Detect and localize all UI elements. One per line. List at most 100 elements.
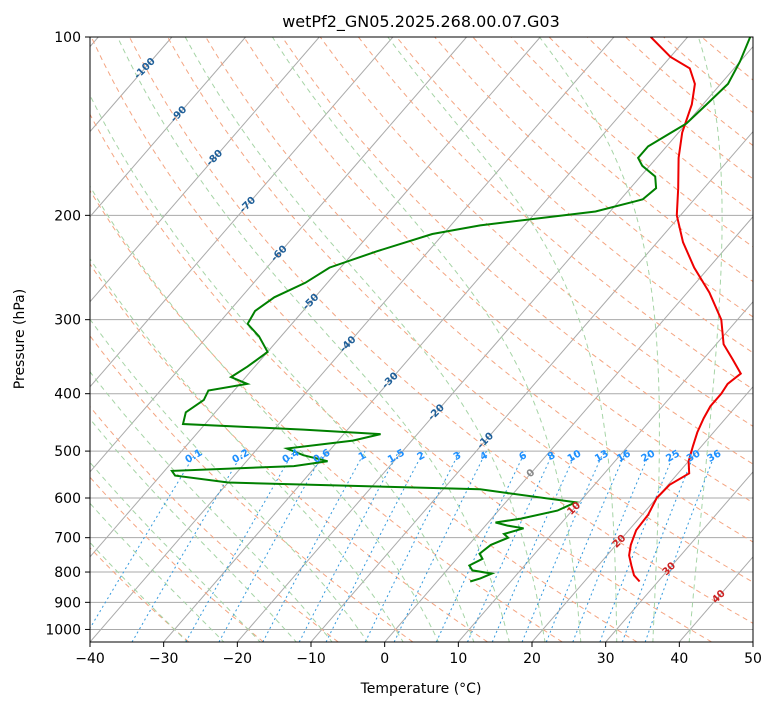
dry-adiabat-50 [128, 37, 753, 624]
moist-adiabat-15 [117, 37, 510, 642]
mixing-ratio-line-4 [262, 450, 366, 642]
mixing-ratio-line-15 [599, 450, 676, 642]
x-tick-label-4: 0 [380, 651, 389, 667]
mixing-ratio-label-4: 1 [357, 450, 369, 463]
dry-adiabat-160 [548, 37, 753, 214]
moist-adiabat--25 [90, 502, 225, 642]
mixing-ratio-line-6 [325, 450, 425, 642]
moist-adiabat-0 [90, 257, 404, 642]
isotherm--40 [90, 37, 615, 642]
moist-adiabat--5 [90, 318, 369, 642]
mixing-ratio-line-10 [467, 450, 555, 642]
x-tick-label-2: −20 [223, 651, 253, 667]
isotherm--90 [90, 37, 246, 218]
isotherm-30 [605, 471, 753, 642]
moist-adiabat--10 [90, 371, 333, 642]
y-tick-label-3: 400 [54, 387, 81, 403]
isotherm-10 [457, 300, 753, 642]
dry-adiabat-200 [701, 37, 753, 81]
x-tick-label-8: 40 [670, 651, 688, 667]
plot-frame [89, 36, 754, 643]
y-tick-label-4: 500 [54, 444, 81, 460]
mixing-ratio-line-3 [218, 450, 325, 642]
moist-adiabat-25 [271, 37, 582, 642]
mixing-ratio-line-5 [298, 450, 400, 642]
isotherm-0 [384, 215, 753, 642]
x-tick-label-9: 50 [744, 651, 762, 667]
y-tick-label-1: 200 [54, 208, 81, 224]
dry-adiabat-0 [90, 335, 414, 642]
mixing-ratio-line-13 [545, 450, 627, 642]
dry-adiabat-10 [90, 263, 488, 642]
plot-area: -100-90-80-70-60-50-40-30-20-10010203040… [90, 37, 753, 642]
isotherm--80 [90, 37, 320, 303]
moist-adiabat-35 [539, 37, 660, 642]
x-tick-label-7: 30 [597, 651, 615, 667]
moist-adiabat--20 [90, 461, 261, 642]
x-tick-label-1: −30 [149, 651, 179, 667]
moist-adiabat-5 [90, 185, 440, 642]
y-tick-label-5: 600 [54, 491, 81, 507]
y-tick-label-0: 100 [54, 30, 81, 46]
y-tick-label-9: 1000 [45, 622, 81, 638]
isotherm--70 [90, 37, 394, 388]
mixing-ratio-label-0: 0.1 [184, 447, 205, 465]
mixing-ratio-line-7 [364, 450, 461, 642]
mixing-ratio-line-16 [621, 450, 696, 642]
x-tick-label-6: 20 [523, 651, 541, 667]
y-tick-label-8: 900 [54, 595, 81, 611]
temperature-profile [628, 37, 743, 583]
dry-adiabat-20 [90, 189, 563, 642]
mixing-ratio-line-12 [521, 450, 605, 642]
isotherm--60 [90, 37, 467, 473]
mixing-ratio-line-0 [90, 450, 198, 630]
mixing-ratio-line-11 [491, 450, 578, 642]
isotherm--50 [90, 37, 541, 558]
x-tick-label-5: 10 [449, 651, 467, 667]
isotherm-20 [531, 386, 753, 642]
mixing-ratio-line-17 [644, 450, 717, 642]
y-tick-label-2: 300 [54, 313, 81, 329]
dry-adiabat-70 [205, 37, 753, 543]
isotherm-label-0: -100 [132, 56, 158, 82]
isotherm--30 [163, 37, 688, 642]
mixing-ratio-line-14 [572, 450, 651, 642]
mixing-ratio-label-9: 6 [517, 450, 529, 463]
dewpoint-profile [170, 37, 752, 583]
y-tick-label-6: 700 [54, 531, 81, 547]
dry-adiabat-150 [510, 37, 753, 248]
moist-adiabat-20 [184, 37, 546, 642]
mixing-ratio-label-6: 2 [415, 450, 427, 463]
dry-adiabat-40 [90, 37, 712, 642]
dry-adiabat-80 [243, 37, 753, 504]
x-axis-label: Temperature (°C) [360, 681, 482, 697]
moist-adiabat-30 [387, 37, 618, 642]
mixing-ratio-line-2 [185, 450, 295, 642]
moist-adiabat-40 [688, 37, 723, 642]
mixing-ratio-label-2: 0.4 [281, 447, 302, 465]
dry-adiabat-140 [472, 37, 753, 283]
isotherm-50 [752, 641, 753, 642]
moist-adiabat-10 [90, 94, 475, 642]
chart-title: wetPf2_GN05.2025.268.00.07.G03 [282, 12, 560, 32]
mixing-ratio-label-7: 3 [452, 450, 464, 463]
moist-adiabat--15 [90, 418, 297, 642]
dry-adiabat--10 [90, 405, 339, 642]
isotherm--10 [310, 130, 753, 642]
x-tick-label-0: −40 [75, 651, 105, 667]
y-axis-label: Pressure (hPa) [12, 289, 28, 389]
isotherm--20 [236, 45, 753, 642]
mixing-ratio-label-8: 4 [478, 450, 490, 463]
mixing-ratio-line-9 [435, 450, 526, 642]
mixing-ratio-line-8 [393, 450, 487, 642]
dry-adiabat-120 [396, 37, 753, 354]
y-tick-label-7: 800 [54, 565, 81, 581]
mixing-ratio-line-1 [131, 450, 245, 642]
axes: −40 −30 −20 −10 0 10 20 30 40 5010020030040050060… [45, 30, 762, 667]
dry-adiabat--20 [90, 476, 264, 642]
mixing-ratio-label-10: 8 [546, 450, 558, 463]
x-tick-label-3: −10 [296, 651, 326, 667]
dry-adiabat-90 [281, 37, 753, 465]
